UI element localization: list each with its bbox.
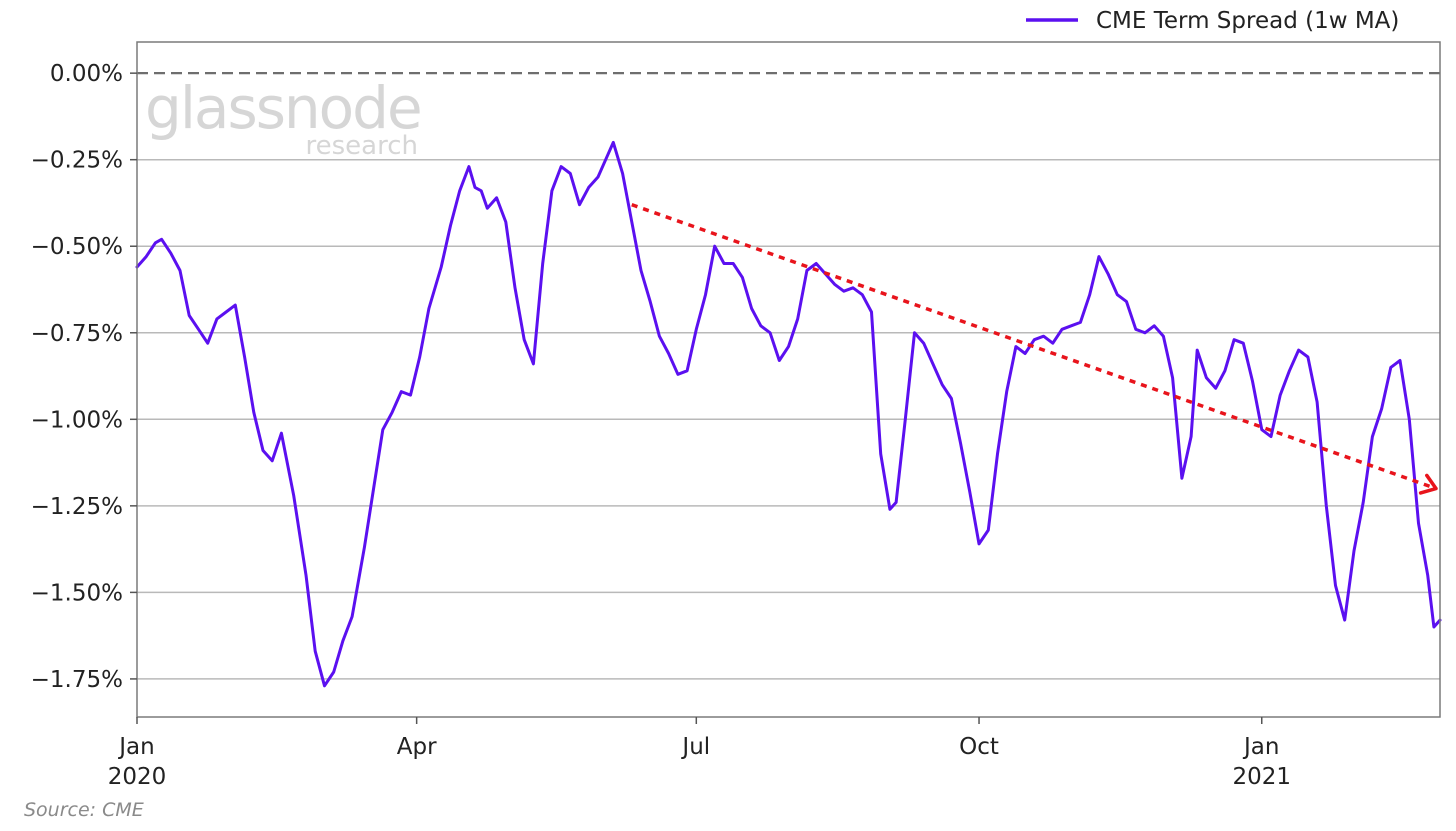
y-tick-label: −0.25% [31,148,123,174]
x-tick-label: Jul [680,734,710,760]
series-layer [135,140,1442,688]
x-tick-label: Jan [1242,734,1279,760]
y-tick-label: 0.00% [50,61,123,87]
x-tick-label: Jan [117,734,154,760]
series-line [135,140,1442,688]
x-tick-label: Apr [397,734,437,760]
y-tick-label: −0.50% [31,234,123,260]
glassnode-watermark: glassnode research [145,74,423,161]
legend: CME Term Spread (1w MA) [1026,8,1399,34]
y-tick-label: −1.50% [31,580,123,606]
x-tick-year-label: 2021 [1232,764,1291,790]
annotation-layer [631,203,1438,495]
y-tick-label: −0.75% [31,321,123,347]
trend-arrow-head [1418,473,1438,495]
y-tick-label: −1.00% [31,407,123,433]
x-tick-label: Oct [959,734,999,760]
y-tick-label: −1.75% [31,667,123,693]
gridlines [137,72,1440,680]
x-axis-ticks: Jan 2020 Apr Jul Oct Jan 2021 [108,717,1291,790]
y-tick-label: −1.25% [31,494,123,520]
watermark-main-text: glassnode [145,74,421,142]
trend-arrow-line [631,203,1437,491]
legend-label: CME Term Spread (1w MA) [1096,8,1399,34]
y-axis-ticks: 0.00% −0.25% −0.50% −0.75% −1.00% −1.25% −1.50… [31,61,137,693]
source-note: Source: CME [24,799,144,821]
plot-frame [136,41,1441,718]
watermark-sub-text: research [306,131,418,161]
x-tick-year-label: 2020 [108,764,167,790]
